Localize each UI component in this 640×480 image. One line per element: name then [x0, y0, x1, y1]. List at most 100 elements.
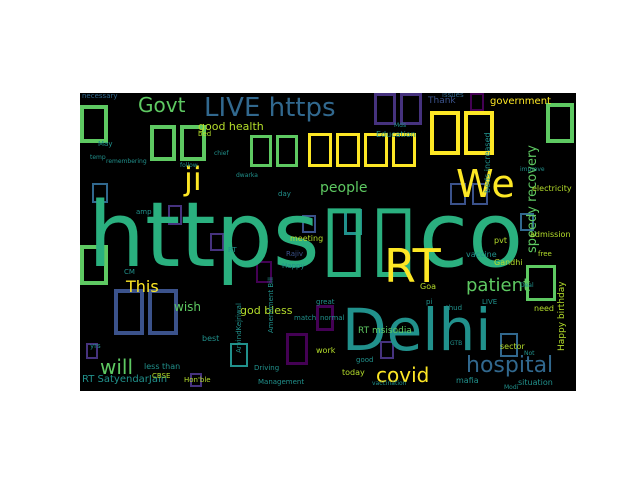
word-work: work [316, 346, 336, 355]
word-remembering: remembering [106, 158, 147, 165]
glyph-box [380, 341, 394, 359]
word-electricity: electricity [532, 184, 572, 193]
glyph-box [374, 93, 396, 125]
word-pvt: pvt [494, 236, 507, 245]
word-improve: improve [520, 166, 545, 173]
word-rt-small: RT [228, 246, 237, 254]
glyph-box [302, 215, 316, 233]
word-covid: covid [376, 363, 430, 387]
word-thud: thud [446, 304, 463, 312]
word-mds: Mds [394, 122, 407, 129]
word-need: need [534, 304, 554, 313]
glyph-box [86, 343, 98, 359]
word-cbse: CBSE [152, 372, 171, 380]
word-best: best [202, 334, 220, 343]
word-arvindkejriwal: ArvindKejriwal [235, 303, 243, 353]
glyph-box [148, 289, 178, 335]
word-people: people [320, 180, 368, 196]
glyph-box [308, 133, 332, 167]
glyph-box [344, 209, 362, 235]
word-management: Management [258, 378, 305, 386]
word-good-health: good health [198, 120, 264, 133]
word-rt-big: RT [384, 239, 441, 293]
word-cm: CM [124, 268, 135, 276]
word-follow: follow [180, 162, 198, 169]
word-bed: bed [198, 130, 212, 138]
glyph-box [286, 333, 308, 365]
glyph-box [276, 135, 298, 167]
glyph-box [500, 333, 518, 357]
word-admission: admission [530, 230, 571, 239]
word-issues: issues [442, 93, 464, 99]
glyph-box [464, 111, 494, 155]
word-ji: ji [184, 160, 202, 198]
glyph-box [316, 305, 334, 331]
word-necessary: necessary [82, 93, 118, 100]
word-normal: normal [320, 314, 345, 322]
word-rt-msisodia: RT msisodia [358, 326, 412, 336]
glyph-box [364, 133, 388, 167]
word-happy-birthday: Happy birthday [557, 281, 567, 351]
glyph-box [450, 183, 466, 205]
word-modi: Modi [504, 384, 519, 391]
word-hospital: hospital [466, 353, 554, 378]
word-https-co: https▯▯co [88, 183, 524, 288]
word-amp: amp [136, 208, 152, 216]
glyph-box [80, 105, 108, 143]
word-will: will [100, 355, 134, 379]
word-government: government [490, 96, 551, 107]
word-dwarka: dwarka [236, 172, 258, 179]
word-today: today [342, 368, 365, 377]
glyph-box [256, 261, 272, 283]
word-not: Not [524, 350, 535, 357]
word-gtb: GTB [450, 340, 463, 347]
word-rt-satyendar: RT SatyendarJain [82, 374, 168, 385]
glyph-box [526, 265, 556, 301]
glyph-box [430, 111, 460, 155]
word-day: day [278, 190, 291, 198]
glyph-box [150, 125, 176, 161]
word-patient: patient [466, 275, 531, 296]
glyph-box [168, 205, 182, 225]
word-sector: sector [500, 342, 525, 351]
glyph-box [520, 213, 534, 231]
glyph-box [400, 93, 422, 125]
word-yrs: yrs [90, 342, 101, 350]
word-may: May [98, 140, 113, 148]
word-we: We [456, 162, 515, 206]
word-thank: Thank [428, 96, 456, 106]
glyph-box [470, 93, 484, 111]
word-driving: Driving [254, 364, 280, 372]
word-mafia: mafia [456, 376, 479, 385]
word-free: free [538, 250, 552, 258]
glyph-box [180, 125, 206, 161]
glyph-box [230, 343, 248, 367]
word-vaccine: vaccine [466, 250, 497, 259]
word-situation: situation [518, 378, 553, 387]
glyph-box [114, 289, 144, 335]
word-cloud: https▯▯co Delhi RT We ji Govt LIVE https… [80, 93, 576, 391]
word-this: This [126, 277, 159, 296]
word-good: good [356, 356, 374, 364]
word-gandhi: Gandhi [494, 258, 523, 267]
word-great: great [316, 298, 335, 306]
glyph-box [250, 135, 272, 167]
word-rajiv: Rajiv [286, 250, 304, 258]
word-amendment-bill: Amendment Bill [267, 277, 275, 333]
word-wish: wish [174, 300, 202, 314]
word-match: match [294, 314, 317, 322]
glyph-box [92, 183, 108, 203]
word-vaccination: vaccination [372, 380, 407, 387]
word-honble: Hon'ble [184, 376, 211, 384]
word-education: Education [376, 130, 416, 139]
word-happy: Happy [282, 262, 305, 270]
word-god-bless: god bless [240, 304, 293, 317]
glyph-box [392, 133, 416, 167]
word-temp: temp [90, 154, 106, 161]
word-less-than: less than [144, 362, 181, 371]
glyph-box [190, 373, 202, 387]
glyph-box [472, 183, 488, 205]
word-govt: Govt [138, 93, 186, 117]
word-meeting: meeting [290, 234, 324, 243]
glyph-box [210, 233, 224, 251]
